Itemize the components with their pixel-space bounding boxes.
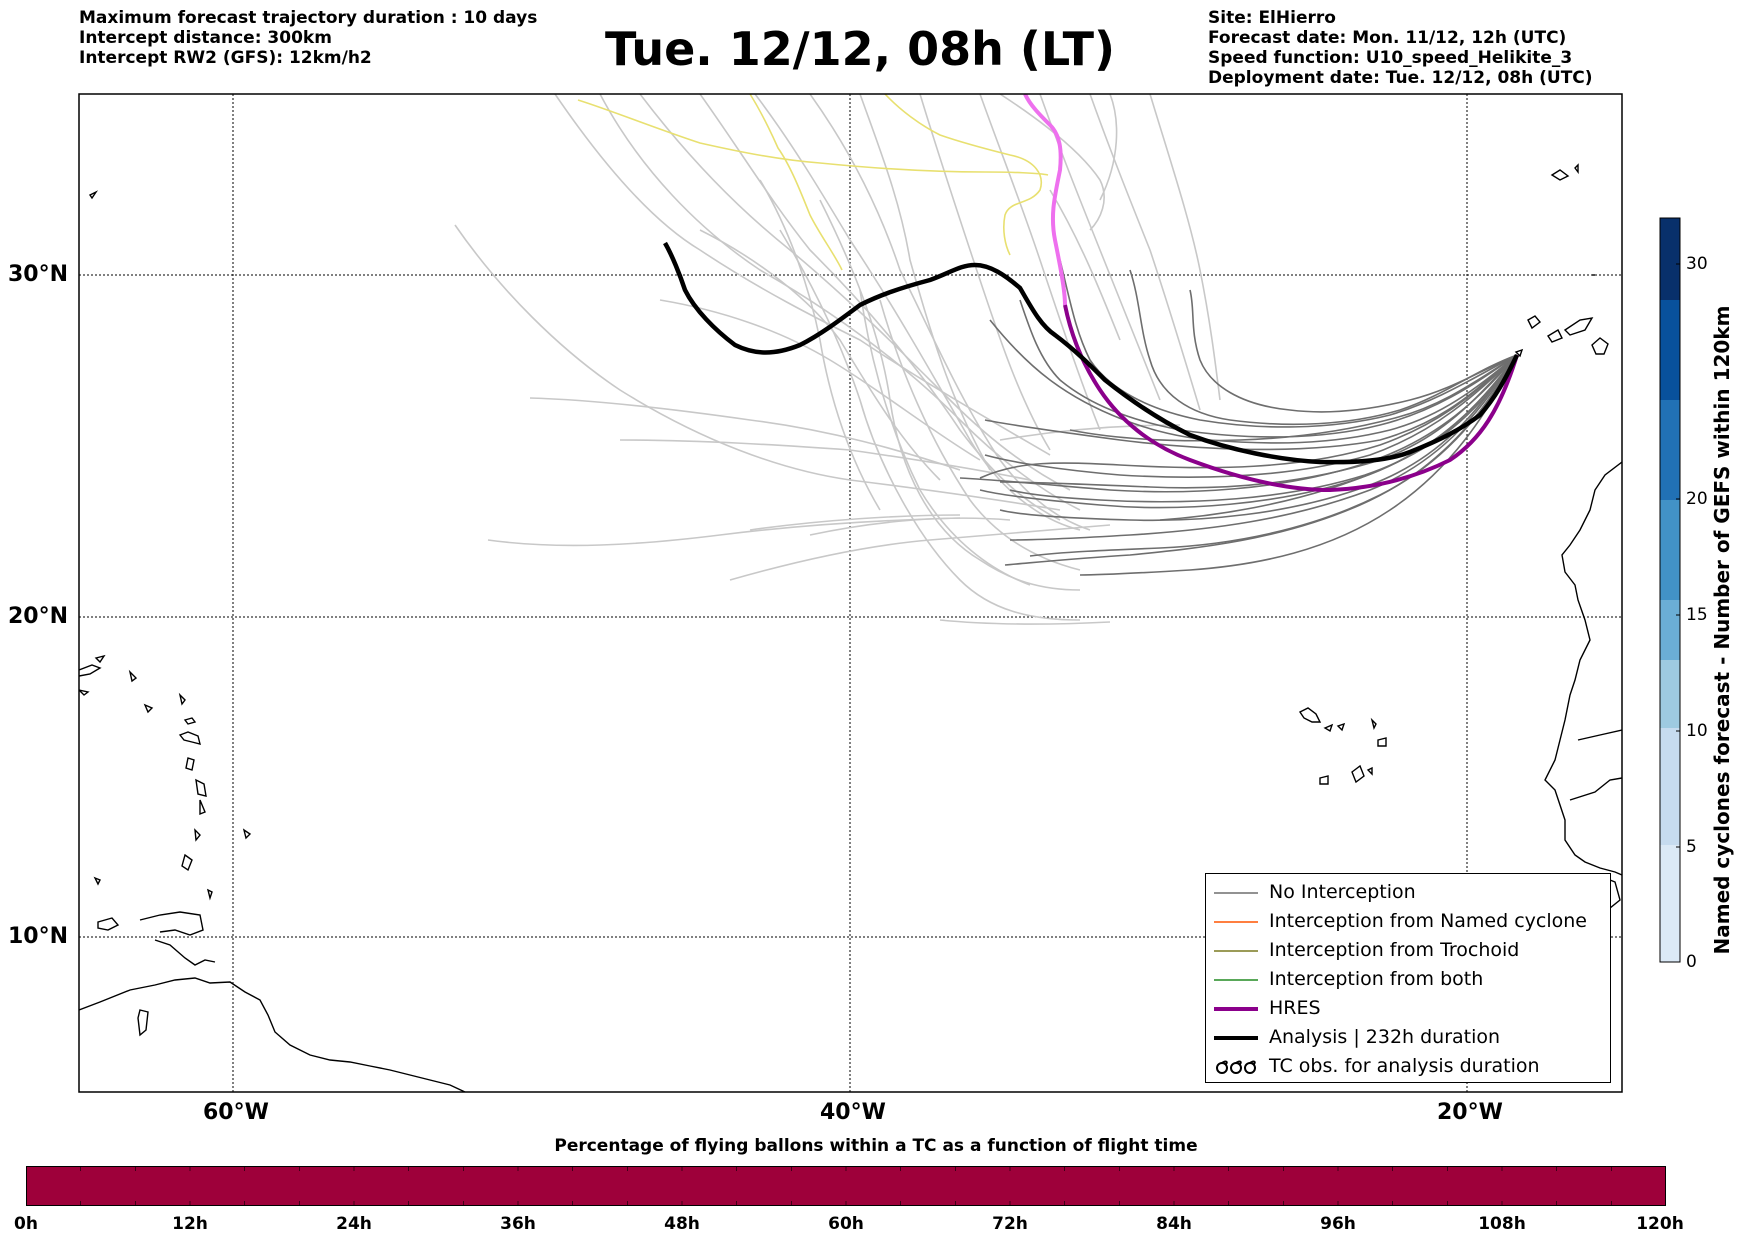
bottom-tick-12h: 12h [172,1214,208,1234]
colorbar-tick-10: 10 [1686,721,1708,741]
lon-label-40w: 40°W [820,1100,886,1125]
coastlines [79,163,1622,1092]
bottom-tick-72h: 72h [992,1214,1028,1234]
hres-trajectory-initial [1023,94,1067,306]
page-title: Tue. 12/12, 08h (LT) [605,22,1115,76]
legend-line-named-cyclone [1214,921,1258,923]
legend-item-trochoid: Interception from Trochoid [1206,938,1610,966]
max-duration-text: Maximum forecast trajectory duration : 1… [79,8,538,28]
bottom-tick-96h: 96h [1320,1214,1356,1234]
legend-label: HRES [1269,997,1321,1019]
colorbar-tick-15: 15 [1686,605,1708,625]
legend-item-no-interception: No Interception [1206,880,1610,908]
site-text: Site: ElHierro [1208,8,1336,28]
bottom-tick-24h: 24h [336,1214,372,1234]
bottom-tick-120h: 120h [1636,1214,1684,1234]
legend-item-hres: HRES [1206,996,1610,1024]
bottom-colorbar-label: Percentage of flying ballons within a TC… [554,1136,1198,1156]
legend-label: Interception from both [1269,968,1484,990]
ensemble-trajectories-dark [959,259,1518,576]
lon-label-60w: 60°W [203,1100,269,1125]
right-colorbar-label-text: Named cyclones forecast - Number of GEFS… [1710,305,1734,955]
legend-item-tc-obs: TC obs. for analysis duration [1206,1054,1610,1082]
legend-label: Interception from Trochoid [1269,939,1520,961]
colorbar-tick-0: 0 [1686,952,1697,972]
legend-label: Interception from Named cyclone [1269,910,1587,932]
colorbar-tick-30: 30 [1686,254,1708,274]
bottom-tick-48h: 48h [664,1214,700,1234]
ensemble-trajectories-light [454,94,1221,625]
legend-line-analysis [1214,1036,1258,1040]
tc-obs-symbol-icon [1216,1060,1256,1074]
speed-function-text: Speed function: U10_speed_Helikite_3 [1208,48,1573,68]
legend-item-both: Interception from both [1206,967,1610,995]
legend-line-trochoid [1214,950,1258,952]
lat-label-30n: 30°N [8,262,69,287]
hres-trajectory [1063,304,1519,493]
legend-item-named-cyclone: Interception from Named cyclone [1206,909,1610,937]
legend-item-analysis: Analysis | 232h duration [1206,1025,1610,1053]
bottom-tick-36h: 36h [500,1214,536,1234]
legend-line-hres [1214,1007,1258,1011]
intercept-rw2-text: Intercept RW2 (GFS): 12km/h2 [79,48,372,68]
legend-line-no-interception [1214,892,1258,894]
bottom-colorbar-ticks [80,1166,1612,1206]
bottom-tick-84h: 84h [1156,1214,1192,1234]
lat-label-20n: 20°N [8,604,69,629]
bottom-tick-108h: 108h [1478,1214,1526,1234]
lon-label-20w: 20°W [1437,1100,1503,1125]
intercept-distance-text: Intercept distance: 300km [79,28,332,48]
map-frame [78,93,1623,1093]
map-legend: No Interception Interception from Named … [1205,873,1611,1083]
legend-line-both [1214,979,1258,981]
legend-label: TC obs. for analysis duration [1269,1055,1540,1077]
right-colorbar [1659,217,1681,963]
bottom-tick-60h: 60h [828,1214,864,1234]
deployment-date-text: Deployment date: Tue. 12/12, 08h (UTC) [1208,68,1593,88]
analysis-trajectory [663,241,1520,465]
lat-label-10n: 10°N [8,924,69,949]
bottom-tick-0h: 0h [14,1214,38,1234]
legend-label: No Interception [1269,881,1416,903]
forecast-date-text: Forecast date: Mon. 11/12, 12h (UTC) [1208,28,1567,48]
trochoid-trajectories [577,94,1049,271]
header-left-info: Maximum forecast trajectory duration : 1… [79,8,537,68]
legend-label: Analysis | 232h duration [1269,1026,1501,1048]
colorbar-tick-20: 20 [1686,489,1708,509]
colorbar-tick-5: 5 [1686,837,1697,857]
header-right-info: Site: ElHierro Forecast date: Mon. 11/12… [1208,8,1593,88]
